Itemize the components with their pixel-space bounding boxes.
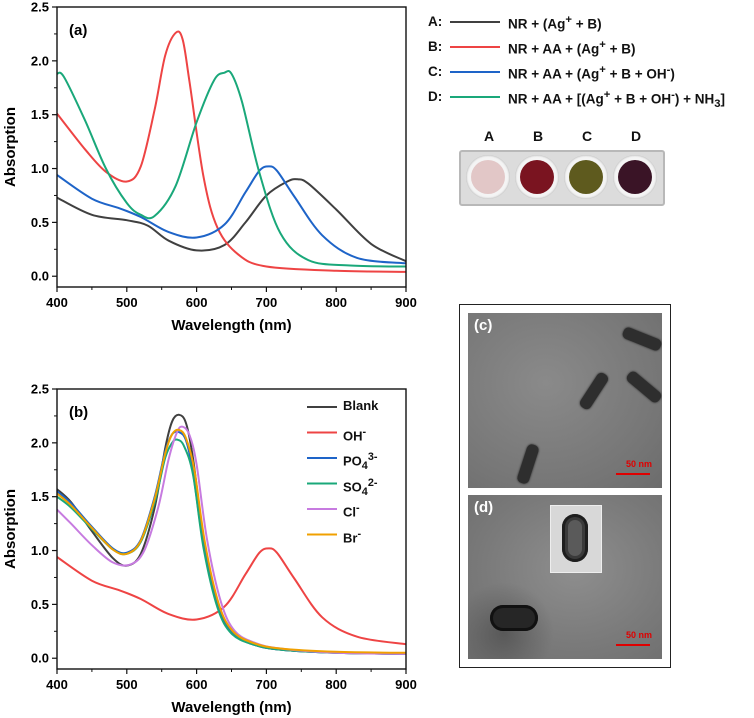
y-tick-label: 1.0 [31, 543, 49, 558]
x-tick-label: 800 [325, 677, 347, 692]
tem-image-c: (c) 50 nm [468, 313, 662, 488]
legend-a-label: NR + AA + (Ag+ + B) [508, 39, 636, 57]
legend-label: OH- [343, 425, 367, 443]
nanorod [624, 369, 662, 405]
x-tick-label: 800 [325, 295, 347, 310]
series-line-d [57, 70, 406, 268]
vial-solution [618, 160, 652, 194]
y-tick-label: 0.0 [31, 269, 49, 284]
x-tick-label: 600 [186, 295, 208, 310]
legend-entry: Blank [343, 398, 379, 413]
x-axis-label: Wavelength (nm) [171, 317, 291, 334]
legend-entry: SO42- [343, 476, 378, 496]
legend-a-swatch [450, 96, 500, 98]
legend-entry: Br- [343, 527, 362, 545]
scale-bar-d [616, 644, 650, 646]
tem-images: (c) 50 nm (d) 50 nm [459, 304, 671, 668]
legend-a-swatch [450, 71, 500, 73]
scale-label-d: 50 nm [625, 630, 652, 640]
x-tick-label: 700 [256, 677, 278, 692]
nanorod [621, 325, 662, 353]
y-tick-label: 1.5 [31, 107, 49, 122]
vial-well [466, 155, 510, 199]
y-tick-label: 0.5 [31, 597, 49, 612]
x-axis-label: Wavelength (nm) [171, 699, 291, 716]
y-axis-label: Absorption [2, 489, 19, 569]
vial-well [613, 155, 657, 199]
legend-a-key: C: [428, 64, 443, 79]
scale-label-c: 50 nm [625, 459, 652, 469]
vial-label: C [581, 128, 593, 144]
y-tick-label: 1.5 [31, 489, 49, 504]
y-tick-label: 0.0 [31, 651, 49, 666]
scale-bar-c [616, 473, 650, 475]
legend-label: PO43- [343, 451, 378, 470]
legend-entry: OH- [343, 425, 367, 443]
legend-label: SO42- [343, 476, 378, 496]
vial-label: D [630, 128, 642, 144]
legend-a-item: B: NR + AA + (Ag+ + B) [428, 35, 748, 60]
series-line-c [57, 165, 406, 265]
vial-label: A [483, 128, 495, 144]
panel-label: (a) [69, 22, 87, 39]
legend-a-key: B: [428, 39, 443, 54]
x-tick-label: 900 [395, 295, 417, 310]
legend-a-label: NR + (Ag+ + B) [508, 14, 602, 32]
legend-a-swatch [450, 21, 500, 23]
vial-label: B [532, 128, 544, 144]
series-line-oh [57, 547, 406, 646]
legend-a-item: D: NR + AA + [(Ag+ + B + OH-) + NH3] [428, 85, 748, 110]
y-tick-label: 1.0 [31, 161, 49, 176]
vial-well [564, 155, 608, 199]
x-tick-label: 400 [46, 295, 68, 310]
vial-tray [459, 150, 665, 206]
nanorod [516, 443, 540, 485]
vial-solution [520, 160, 554, 194]
y-tick-label: 2.5 [31, 382, 49, 397]
x-tick-label: 600 [186, 677, 208, 692]
x-tick-label: 500 [116, 295, 138, 310]
legend-a-label: NR + AA + [(Ag+ + B + OH-) + NH3] [508, 89, 726, 111]
legend-a-swatch [450, 46, 500, 48]
vial-photo: A B C D [459, 128, 667, 208]
legend-a-item: C: NR + AA + (Ag+ + B + OH-) [428, 60, 748, 85]
chart-b: 400 500 600 700 800 900 0.0 0.5 1.0 1.5 2.0 2.5 Wave… [2, 382, 417, 717]
vial-well [515, 155, 559, 199]
y-tick-label: 2.0 [31, 53, 49, 68]
nanorod [578, 370, 610, 412]
legend-a-key: D: [428, 89, 443, 104]
panel-label: (b) [69, 404, 88, 421]
x-tick-label: 700 [256, 295, 278, 310]
legend-a-item: A: NR + (Ag+ + B) [428, 10, 748, 35]
y-tick-label: 2.5 [31, 0, 49, 15]
coated-nanorod [490, 605, 538, 631]
tem-image-d: (d) 50 nm [468, 495, 662, 659]
y-tick-label: 0.5 [31, 215, 49, 230]
legend-a: A: NR + (Ag+ + B) B: NR + AA + (Ag+ + B) C: N… [428, 10, 748, 110]
legend-label: Cl- [343, 502, 360, 520]
series-line-b [57, 30, 406, 273]
x-tick-label: 400 [46, 677, 68, 692]
x-tick-label: 500 [116, 677, 138, 692]
series-line-a [57, 178, 406, 263]
tem-d-label: (d) [474, 499, 494, 516]
x-tick-label: 900 [395, 677, 417, 692]
vial-solution [569, 160, 603, 194]
legend-label: Blank [343, 398, 379, 413]
legend-a-label: NR + AA + (Ag+ + B + OH-) [508, 64, 675, 82]
legend-entry: Cl- [343, 502, 360, 520]
tem-c-label: (c) [474, 317, 493, 334]
tem-inset [550, 505, 602, 573]
vial-solution [471, 160, 505, 194]
series-line-br [57, 428, 406, 654]
y-axis-label: Absorption [2, 107, 19, 187]
legend-label: Br- [343, 527, 362, 545]
y-tick-label: 2.0 [31, 435, 49, 450]
legend-a-key: A: [428, 14, 443, 29]
legend-entry: PO43- [343, 451, 378, 470]
plot-frame [56, 6, 407, 288]
chart-a: 400 500 600 700 800 900 0.0 0.5 1.0 1.5 2.0 2.5 Wave… [2, 0, 417, 334]
inset-nanorod [562, 514, 588, 562]
